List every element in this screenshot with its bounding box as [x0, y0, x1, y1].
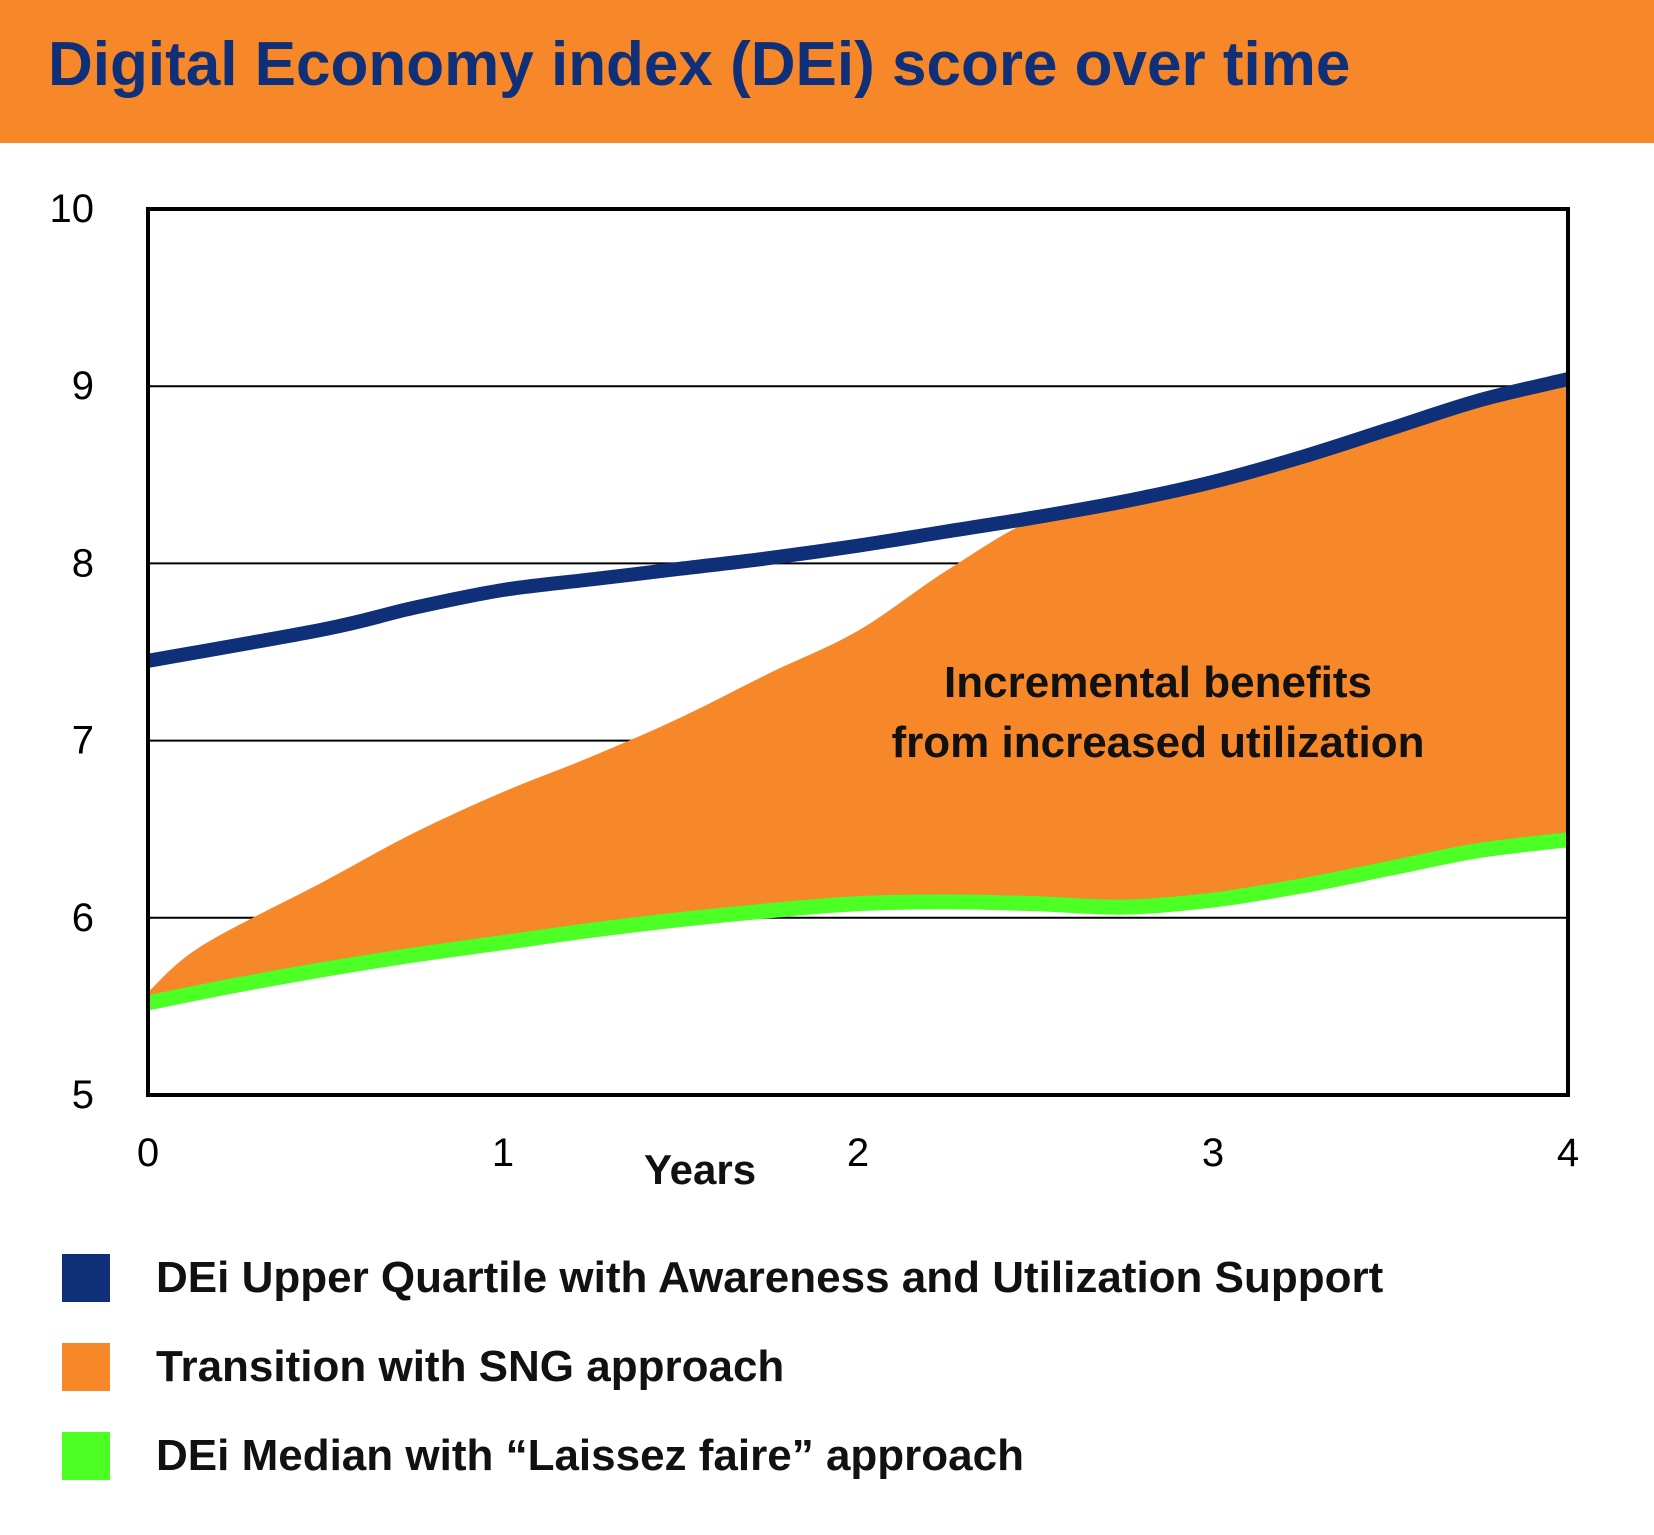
legend-item-median: DEi Median with “Laissez faire” approach — [62, 1426, 1622, 1486]
annotation-line-2: from increased utilization — [892, 718, 1425, 767]
x-tick-label-3: 3 — [1202, 1131, 1224, 1175]
x-tick-label-1: 1 — [492, 1131, 514, 1175]
y-tick-label-9: 9 — [72, 364, 94, 408]
annotation-line-1: Incremental benefits — [944, 658, 1372, 707]
y-tick-label-10: 10 — [50, 187, 95, 231]
y-tick-label-7: 7 — [72, 719, 94, 763]
x-axis-ticks: 0 1 2 3 4 — [137, 1131, 1579, 1175]
legend-swatch-upper-quartile — [62, 1254, 110, 1302]
y-axis-ticks: 5 6 7 8 9 10 — [50, 187, 95, 1117]
x-axis-label: Years — [644, 1146, 756, 1193]
chart-svg: 5 6 7 8 9 10 0 1 2 3 4 Years Incremental benefits… — [50, 187, 1580, 1193]
legend-label-transition-sng: Transition with SNG approach — [156, 1342, 785, 1391]
series-line-upper-quartile — [146, 372, 1570, 668]
chart-title: Digital Economy index (DEi) score over t… — [48, 30, 1351, 99]
title-banner: Digital Economy index (DEi) score over t… — [0, 0, 1654, 143]
annotation: Incremental benefits from increased utili… — [892, 658, 1425, 767]
legend-label-median: DEi Median with “Laissez faire” approach — [156, 1431, 1024, 1480]
legend-item-upper-quartile: DEi Upper Quartile with Awareness and Ut… — [62, 1248, 1622, 1308]
plot-frame — [146, 207, 1570, 1097]
legend-label-upper-quartile: DEi Upper Quartile with Awareness and Ut… — [156, 1253, 1384, 1302]
x-tick-label-2: 2 — [847, 1131, 869, 1175]
series-line-median — [146, 832, 1569, 1011]
y-tick-label-8: 8 — [72, 541, 94, 585]
legend-swatch-median — [62, 1432, 110, 1480]
x-tick-label-0: 0 — [137, 1131, 159, 1175]
x-tick-label-4: 4 — [1557, 1131, 1579, 1175]
legend-item-transition-sng: Transition with SNG approach — [62, 1337, 1622, 1397]
legend-swatch-transition-sng — [62, 1343, 110, 1391]
y-tick-label-5: 5 — [72, 1073, 94, 1117]
series-area-transition-sng — [148, 382, 1568, 1003]
y-tick-label-6: 6 — [72, 896, 94, 940]
